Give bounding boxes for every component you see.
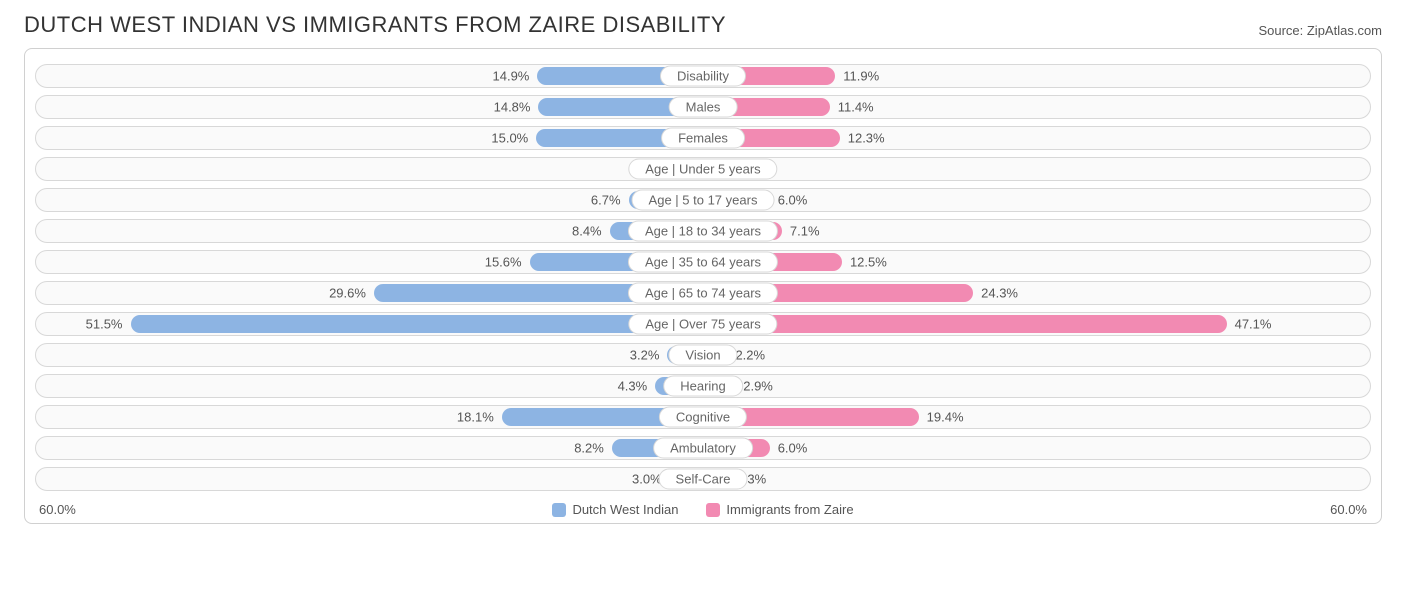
category-pill: Age | 5 to 17 years — [632, 190, 775, 211]
chart-row: 3.0%2.3%Self-Care — [35, 467, 1371, 491]
page-title: DUTCH WEST INDIAN VS IMMIGRANTS FROM ZAI… — [24, 12, 726, 38]
value-right: 12.5% — [850, 255, 887, 270]
chart-row: 1.9%1.1%Age | Under 5 years — [35, 157, 1371, 181]
value-left: 8.4% — [572, 224, 602, 239]
legend-label-right: Immigrants from Zaire — [726, 502, 853, 517]
category-pill: Hearing — [663, 376, 743, 397]
legend-item-left: Dutch West Indian — [552, 502, 678, 517]
category-pill: Disability — [660, 66, 746, 87]
category-pill: Vision — [668, 345, 737, 366]
chart-row: 15.6% 12.5% Age | 35 to 64 years — [35, 250, 1371, 274]
value-left: 6.7% — [591, 193, 621, 208]
value-left: 4.3% — [618, 379, 648, 394]
chart-row: 3.2% 2.2%Vision — [35, 343, 1371, 367]
value-right: 12.3% — [848, 131, 885, 146]
axis-max-left: 60.0% — [39, 502, 76, 517]
value-right: 7.1% — [790, 224, 820, 239]
chart-row: 15.0% 12.3% Females — [35, 126, 1371, 150]
legend-label-left: Dutch West Indian — [572, 502, 678, 517]
category-pill: Age | 18 to 34 years — [628, 221, 778, 242]
value-left: 8.2% — [574, 441, 604, 456]
value-left: 14.8% — [494, 100, 531, 115]
category-pill: Ambulatory — [653, 438, 753, 459]
diverging-bar-chart: 14.9% 11.9% Disability 14.8% 11.4% Males 15.0%… — [24, 48, 1382, 524]
legend-swatch-left — [552, 503, 566, 517]
value-right: 19.4% — [927, 410, 964, 425]
category-pill: Age | 35 to 64 years — [628, 252, 778, 273]
chart-row: 6.7% 6.0%Age | 5 to 17 years — [35, 188, 1371, 212]
chart-row: 14.9% 11.9% Disability — [35, 64, 1371, 88]
chart-row: 4.3% 2.9%Hearing — [35, 374, 1371, 398]
legend: Dutch West Indian Immigrants from Zaire — [552, 502, 853, 517]
category-pill: Age | Under 5 years — [628, 159, 777, 180]
category-pill: Cognitive — [659, 407, 747, 428]
category-pill: Self-Care — [659, 469, 748, 490]
value-right: 6.0% — [778, 193, 808, 208]
category-pill: Age | 65 to 74 years — [628, 283, 778, 304]
value-right: 2.9% — [743, 379, 773, 394]
legend-swatch-right — [706, 503, 720, 517]
chart-row: 29.6% 24.3% Age | 65 to 74 years — [35, 281, 1371, 305]
value-right: 24.3% — [981, 286, 1018, 301]
value-left: 29.6% — [329, 286, 366, 301]
value-left: 3.0% — [632, 472, 662, 487]
chart-row: 8.2% 6.0% Ambulatory — [35, 436, 1371, 460]
value-right: 11.9% — [843, 69, 879, 84]
chart-row: 14.8% 11.4% Males — [35, 95, 1371, 119]
chart-row: 51.5% 47.1% Age | Over 75 years — [35, 312, 1371, 336]
value-left: 15.6% — [485, 255, 522, 270]
legend-item-right: Immigrants from Zaire — [706, 502, 853, 517]
axis-legend-row: 60.0% Dutch West Indian Immigrants from Za… — [35, 498, 1371, 517]
value-right: 6.0% — [778, 441, 808, 456]
value-right: 2.2% — [735, 348, 765, 363]
value-right: 11.4% — [838, 100, 874, 115]
value-right: 47.1% — [1235, 317, 1272, 332]
value-left: 18.1% — [457, 410, 494, 425]
chart-row: 18.1% 19.4% Cognitive — [35, 405, 1371, 429]
value-left: 3.2% — [630, 348, 660, 363]
chart-row: 8.4% 7.1% Age | 18 to 34 years — [35, 219, 1371, 243]
axis-max-right: 60.0% — [1330, 502, 1367, 517]
value-left: 51.5% — [86, 317, 123, 332]
category-pill: Males — [669, 97, 738, 118]
source-attribution: Source: ZipAtlas.com — [1258, 23, 1382, 38]
bar-right — [703, 315, 1227, 333]
category-pill: Age | Over 75 years — [628, 314, 777, 335]
category-pill: Females — [661, 128, 745, 149]
bar-left — [131, 315, 704, 333]
value-left: 14.9% — [493, 69, 530, 84]
value-left: 15.0% — [491, 131, 528, 146]
